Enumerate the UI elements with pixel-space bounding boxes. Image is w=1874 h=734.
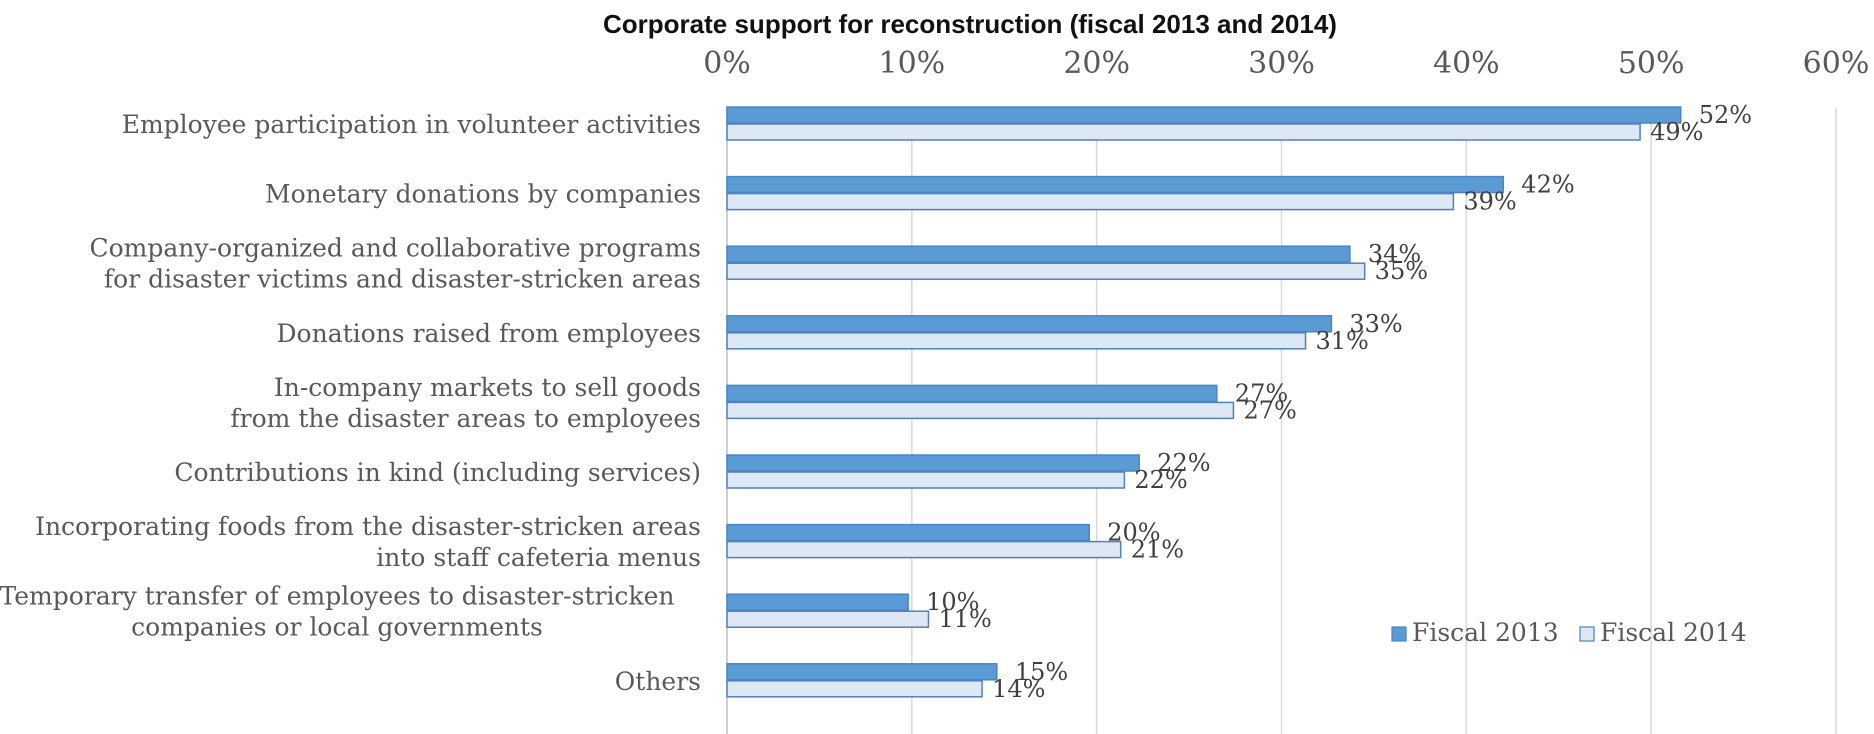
bar-fiscal-2014 xyxy=(726,192,1455,211)
bar-fiscal-2013 xyxy=(726,663,998,681)
legend: Fiscal 2013 Fiscal 2014 xyxy=(1391,618,1747,647)
data-label: 14% xyxy=(992,675,1045,703)
x-tick-label: 60% xyxy=(1803,46,1870,81)
category-label: into staff cafeteria menus xyxy=(376,543,701,572)
bar-fiscal-2014 xyxy=(726,123,1641,141)
category-label: Company-organized and collaborative prog… xyxy=(89,234,701,263)
category-label: Monetary donations by companies xyxy=(265,180,701,209)
category-label: Incorporating foods from the disaster-st… xyxy=(35,512,701,541)
data-label: 31% xyxy=(1316,327,1369,355)
bar-fiscal-2014 xyxy=(726,471,1126,489)
category-label: companies or local governments xyxy=(131,613,543,642)
data-label: 52% xyxy=(1699,101,1752,129)
data-label: 11% xyxy=(938,605,991,633)
data-label: 21% xyxy=(1131,536,1184,564)
bar-fiscal-2013 xyxy=(726,315,1333,333)
category-label: Donations raised from employees xyxy=(277,319,702,348)
data-label: 27% xyxy=(1243,396,1296,424)
x-tick-label: 10% xyxy=(878,46,945,81)
data-label: 35% xyxy=(1375,257,1428,285)
data-label: 34% xyxy=(1368,240,1421,268)
category-label: Temporary transfer of employees to disas… xyxy=(0,582,674,611)
category-label: Others xyxy=(615,667,701,696)
data-label: 49% xyxy=(1650,118,1703,146)
x-axis-ticks: 0% 10% 20% 30% 40% 50% 60% xyxy=(703,46,1869,81)
bar-fiscal-2014 xyxy=(726,262,1366,280)
category-label: Contributions in kind (including service… xyxy=(174,458,701,487)
data-label: 33% xyxy=(1349,310,1402,338)
legend-swatch xyxy=(1391,626,1407,642)
legend-label: Fiscal 2014 xyxy=(1600,618,1747,647)
bar-fiscal-2013 xyxy=(726,593,909,611)
category-label: for disaster victims and disaster-strick… xyxy=(104,265,701,294)
data-label: 10% xyxy=(926,588,979,616)
gridlines xyxy=(726,108,1837,734)
data-label: 20% xyxy=(1107,519,1160,547)
data-label: 27% xyxy=(1235,379,1288,407)
bar-fiscal-2014 xyxy=(726,332,1307,350)
x-tick-label: 40% xyxy=(1433,46,1500,81)
category-label: Employee participation in volunteer acti… xyxy=(122,110,701,139)
data-label: 42% xyxy=(1521,171,1574,199)
category-labels: Employee participation in volunteer acti… xyxy=(0,110,701,696)
x-tick-label: 20% xyxy=(1063,46,1130,81)
data-label: 22% xyxy=(1134,466,1187,494)
legend-swatch xyxy=(1579,626,1595,642)
data-label: 15% xyxy=(1015,658,1068,686)
category-label: from the disaster areas to employees xyxy=(230,404,701,433)
bar-fiscal-2014 xyxy=(726,401,1235,420)
bar-fiscal-2013 xyxy=(726,523,1091,542)
category-label: In-company markets to sell goods xyxy=(274,373,701,402)
chart-title: Corporate support for reconstruction (fi… xyxy=(603,9,1337,39)
bar-fiscal-2013 xyxy=(726,454,1140,472)
bar-fiscal-2014 xyxy=(726,610,930,628)
x-tick-label: 50% xyxy=(1618,46,1685,81)
bar-fiscal-2014 xyxy=(726,680,983,698)
data-label: 39% xyxy=(1463,188,1516,216)
data-label: 22% xyxy=(1157,449,1210,477)
x-tick-label: 30% xyxy=(1248,46,1315,81)
legend-label: Fiscal 2013 xyxy=(1412,618,1559,647)
bar-fiscal-2013 xyxy=(726,106,1682,124)
x-tick-label: 0% xyxy=(703,46,751,81)
bars xyxy=(726,106,1682,698)
bar-fiscal-2013 xyxy=(726,175,1505,194)
data-labels: 52% 42% 34% 33% 27% 22% 20% 10% 15% 49% 39% 35% 31% 2… xyxy=(926,101,1752,703)
bar-fiscal-2013 xyxy=(726,384,1218,403)
bar-fiscal-2014 xyxy=(726,540,1122,559)
bar-fiscal-2013 xyxy=(726,245,1351,263)
